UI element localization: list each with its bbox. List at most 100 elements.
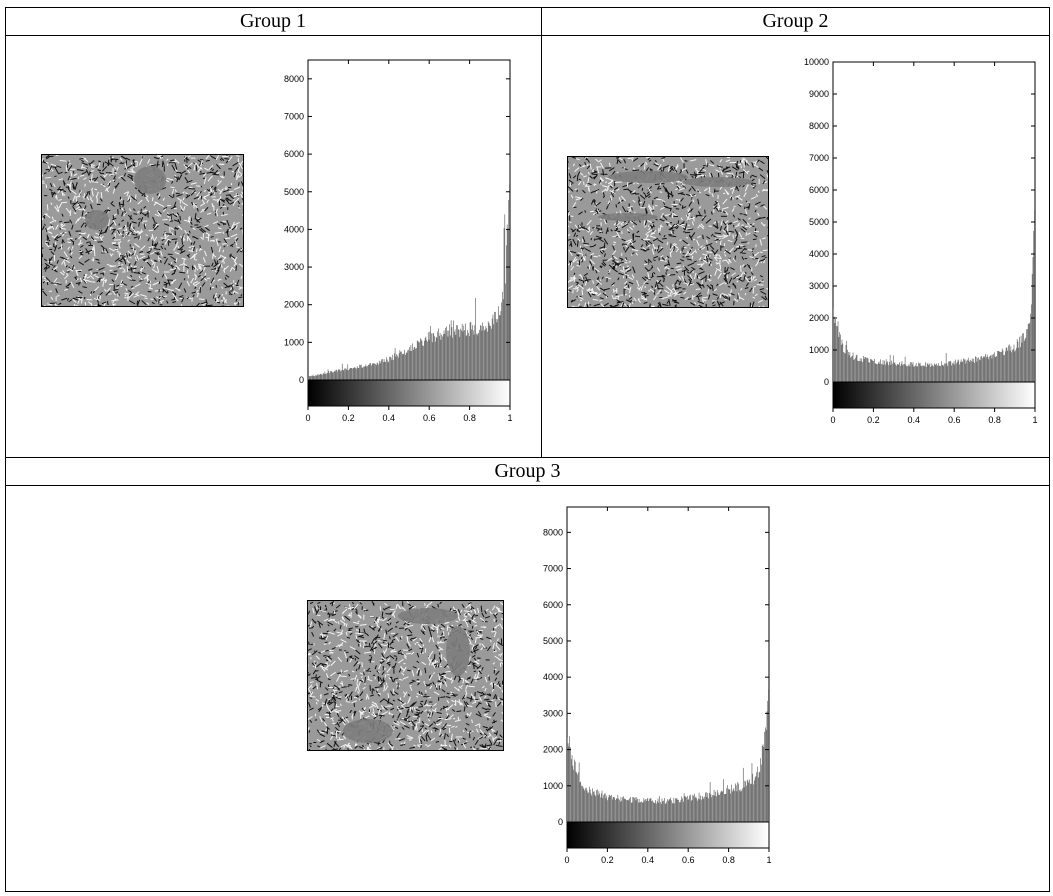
histogram-bar	[935, 365, 937, 382]
histogram-bar	[416, 348, 417, 380]
histogram-bar	[662, 801, 664, 822]
histogram-bar	[702, 797, 704, 822]
histogram-bar	[600, 797, 601, 822]
histogram-bar	[423, 345, 424, 380]
histogram-bar	[585, 788, 586, 822]
histogram-bar	[344, 368, 345, 380]
histogram-bar	[390, 357, 392, 380]
histogram-bar	[634, 798, 635, 822]
histogram-bar	[331, 371, 333, 380]
histogram-bar	[370, 363, 371, 380]
histogram-bar	[386, 357, 387, 380]
histogram-bar	[387, 362, 389, 380]
histogram-bar	[581, 785, 582, 822]
histogram-bar	[593, 791, 595, 822]
histogram-bar	[603, 795, 604, 822]
histogram-bar	[638, 802, 639, 822]
histogram-bar	[840, 344, 842, 382]
histogram-bar	[614, 797, 615, 822]
y-tick-label: 5000	[284, 187, 304, 197]
histogram-bar	[643, 798, 645, 822]
y-tick-label: 10000	[804, 57, 829, 67]
histogram-bar	[451, 327, 453, 380]
histogram-bar	[340, 371, 341, 380]
histogram-bar	[362, 367, 364, 380]
histogram-bar	[654, 803, 656, 822]
histogram-bar	[687, 799, 689, 822]
histogram-bar	[377, 362, 379, 380]
histogram-bar	[341, 363, 343, 380]
histogram-bar	[601, 790, 603, 822]
histogram-bar	[653, 802, 654, 822]
histogram-bar	[863, 359, 865, 382]
histogram-bar	[321, 374, 323, 380]
histogram-bar	[499, 315, 501, 380]
histogram-bar	[704, 796, 705, 822]
histogram-bar	[669, 799, 671, 822]
histogram-bar	[920, 365, 922, 382]
histogram-bar	[892, 363, 893, 382]
histogram-bar	[639, 802, 641, 822]
histogram-bar	[750, 783, 752, 822]
histogram-bar	[745, 781, 746, 822]
histogram-bar	[701, 799, 702, 822]
histogram-bar	[383, 359, 385, 380]
histogram-bar	[627, 799, 629, 822]
histogram-bar	[584, 790, 585, 822]
histogram-bar	[854, 359, 855, 382]
histogram-bar	[363, 366, 364, 380]
histogram-bar	[397, 355, 398, 380]
histogram-bar	[917, 366, 919, 382]
histogram-bar	[916, 366, 918, 382]
histogram-bar	[379, 360, 380, 380]
histogram-bar	[373, 363, 375, 380]
histogram-bar	[315, 375, 316, 380]
histogram-bar	[311, 375, 312, 380]
histogram-bar	[469, 322, 471, 380]
histogram-bar	[457, 329, 459, 380]
histogram-bar	[371, 365, 372, 380]
histogram-bar	[956, 361, 958, 382]
histogram-bar	[834, 323, 836, 382]
histogram-bar	[325, 373, 326, 380]
histogram-bar	[842, 343, 844, 382]
histogram-bar	[723, 779, 724, 822]
histogram-bar	[983, 357, 985, 382]
histogram-bar	[424, 338, 426, 380]
histogram-bar	[691, 799, 693, 822]
histogram-bar	[849, 352, 851, 382]
header-row-divider-bottom	[5, 485, 1050, 486]
histogram-bar	[369, 363, 371, 380]
histogram-bar	[675, 798, 676, 822]
histogram-bar	[505, 283, 506, 380]
histogram-bar	[350, 367, 352, 380]
histogram-bar	[481, 330, 483, 380]
histogram-bar	[1008, 344, 1010, 382]
y-tick-label: 0	[299, 375, 304, 385]
histogram-bar	[757, 766, 758, 822]
histogram-bar	[509, 184, 510, 380]
histogram-bar	[870, 358, 871, 382]
x-tick-label: 0	[564, 855, 569, 865]
histogram-bar	[365, 364, 367, 380]
histogram-bar	[460, 328, 461, 380]
histogram-bar	[567, 737, 568, 822]
histogram-bar	[625, 799, 627, 822]
histogram-bar	[742, 767, 744, 822]
histogram-bar	[940, 365, 941, 382]
histogram-bar	[463, 325, 465, 380]
histogram-bar	[570, 758, 572, 822]
histogram-bar	[435, 341, 436, 380]
histogram-bar	[711, 797, 713, 822]
histogram-bar	[413, 347, 415, 380]
histogram-bar	[757, 777, 759, 822]
histogram-bar	[645, 801, 647, 822]
histogram-bar	[647, 797, 649, 822]
histogram-bar	[690, 794, 691, 822]
y-tick-label: 8000	[543, 527, 563, 537]
histogram-bar	[947, 366, 949, 382]
histogram-bar	[974, 362, 975, 382]
histogram-bar	[457, 325, 458, 380]
histogram-bar	[976, 361, 978, 382]
x-tick-label: 0.4	[908, 415, 921, 425]
